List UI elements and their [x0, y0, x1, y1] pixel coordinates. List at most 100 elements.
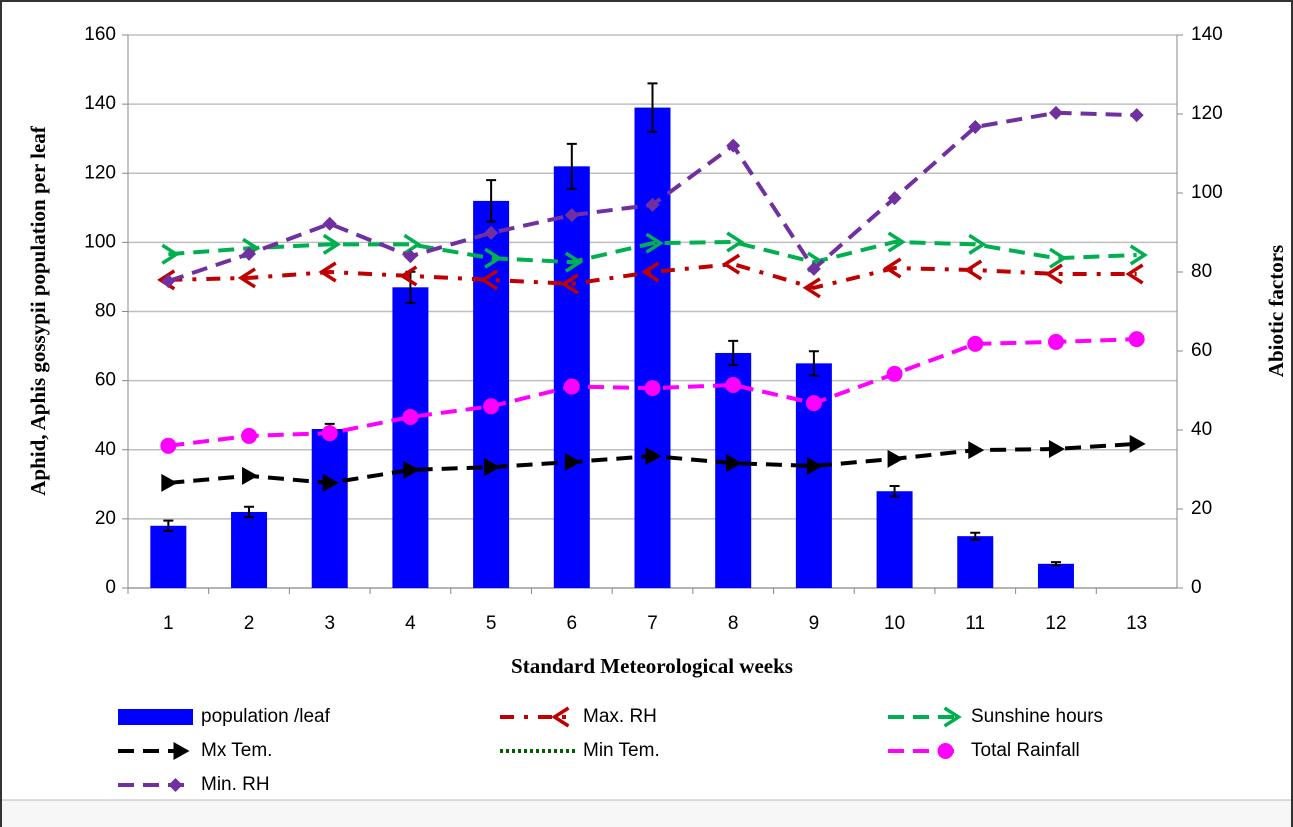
bar — [876, 491, 913, 588]
point — [403, 460, 420, 479]
x-axis-title: Standard Meteorological weeks — [511, 654, 793, 678]
point — [563, 378, 580, 395]
point — [645, 232, 664, 254]
point — [1047, 333, 1064, 350]
error-bar — [1050, 561, 1061, 567]
point — [161, 473, 178, 492]
y-tick-label: 140 — [84, 93, 116, 114]
point — [322, 216, 337, 231]
point — [887, 449, 904, 468]
point — [161, 243, 180, 265]
x-tick-label: 1 — [163, 613, 174, 634]
y2-tick-label: 120 — [1191, 103, 1223, 124]
x-tick-label: 5 — [486, 613, 497, 634]
point — [725, 376, 742, 393]
point — [1044, 263, 1063, 285]
point — [641, 261, 660, 283]
y2-tick-label: 60 — [1191, 340, 1212, 361]
error-bar — [889, 485, 900, 498]
point — [726, 454, 743, 473]
x-tick-label: 9 — [809, 613, 820, 634]
legend-label: Total Rainfall — [971, 740, 1080, 761]
legend-label: Max. RH — [583, 706, 657, 727]
point — [883, 257, 902, 279]
legend-swatch — [118, 709, 193, 725]
y-tick-label: 0 — [105, 577, 116, 598]
legend-label: Min Tem. — [583, 740, 660, 761]
point — [564, 452, 581, 471]
point — [964, 259, 983, 281]
point — [805, 395, 822, 412]
bar — [1037, 563, 1074, 588]
y-tick-label: 100 — [84, 231, 116, 252]
x-tick-label: 4 — [405, 613, 416, 634]
point — [1125, 263, 1144, 285]
point — [322, 233, 341, 255]
error-bar — [566, 142, 577, 190]
bar — [150, 525, 187, 588]
point — [967, 335, 984, 352]
point — [484, 458, 501, 477]
y2-tick-label: 100 — [1191, 182, 1223, 203]
point — [1129, 244, 1148, 266]
point — [887, 231, 906, 253]
legend-label: Min. RH — [201, 774, 270, 795]
point — [242, 466, 259, 485]
point — [968, 441, 985, 460]
y-tick-label: 120 — [84, 162, 116, 183]
point — [968, 233, 987, 255]
legend-label: Sunshine hours — [971, 706, 1103, 727]
legend-marker — [937, 743, 954, 759]
point — [160, 437, 177, 454]
y2-axis-title: Abiotic factors — [1264, 245, 1288, 377]
x-tick-label: 10 — [884, 613, 905, 634]
point — [483, 398, 500, 415]
y2-tick-label: 140 — [1191, 24, 1223, 45]
point — [564, 208, 579, 223]
error-bar — [486, 179, 497, 223]
point — [1128, 331, 1145, 348]
y-tick-label: 60 — [95, 370, 116, 391]
line — [168, 239, 1137, 265]
legend-marker — [173, 742, 190, 760]
x-tick-label: 13 — [1126, 613, 1147, 634]
error-bar — [808, 350, 819, 377]
point — [403, 249, 418, 264]
bar — [957, 536, 994, 588]
legend-marker — [168, 778, 183, 792]
bar — [231, 511, 268, 588]
point — [1048, 105, 1063, 120]
point — [399, 265, 418, 287]
point — [564, 251, 584, 273]
legend-marker — [551, 706, 570, 728]
x-tick-label: 2 — [244, 613, 255, 634]
point — [806, 261, 821, 276]
point — [644, 380, 661, 397]
y2-tick-label: 0 — [1191, 577, 1202, 598]
error-bar — [244, 505, 255, 519]
point — [726, 231, 745, 253]
bar — [392, 287, 429, 588]
legend-label: Mx Tem. — [201, 740, 272, 761]
y-tick-label: 160 — [84, 24, 116, 45]
x-tick-label: 11 — [965, 613, 985, 634]
point — [1129, 434, 1146, 453]
y2-tick-label: 20 — [1191, 498, 1212, 519]
point — [887, 191, 902, 206]
bar — [311, 429, 348, 588]
point — [484, 247, 503, 269]
point — [1129, 108, 1144, 123]
point — [242, 246, 257, 261]
x-tick-label: 3 — [324, 613, 335, 634]
y-axis-title: Aphid, Aphis gossypii population per lea… — [26, 125, 50, 496]
x-tick-label: 7 — [647, 613, 658, 634]
point — [484, 225, 499, 240]
y-tick-label: 20 — [95, 508, 116, 529]
point — [241, 427, 258, 444]
error-bar — [970, 531, 981, 541]
bar — [553, 166, 590, 588]
legend-marker — [943, 706, 962, 728]
x-tick-label: 8 — [728, 613, 739, 634]
point — [645, 447, 662, 466]
